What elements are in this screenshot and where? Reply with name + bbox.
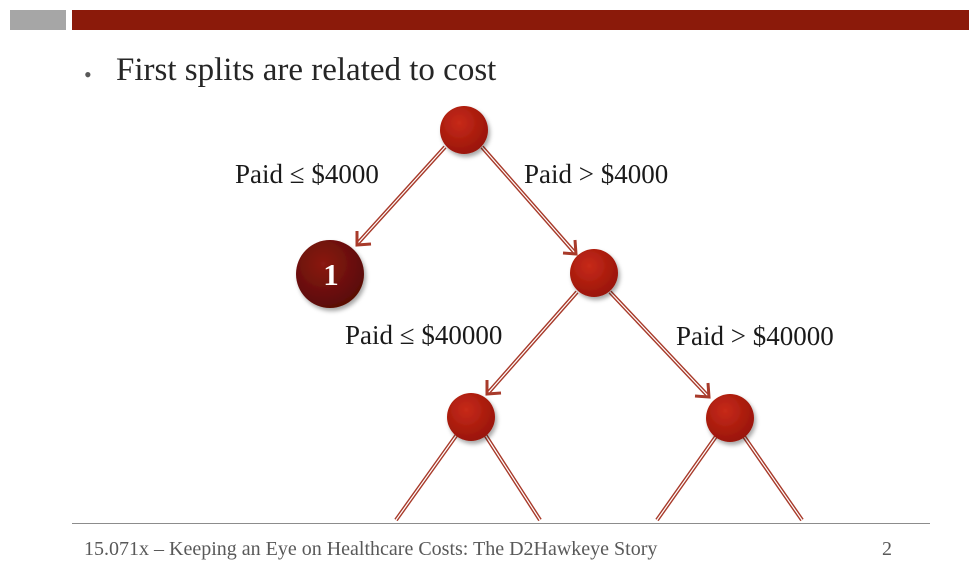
edge-root-left	[355, 145, 447, 247]
footer-text: 15.071x – Keeping an Eye on Healthcare C…	[84, 538, 658, 560]
edge-label-mid-right: Paid > $40000	[676, 321, 834, 351]
edge-label-root-left: Paid ≤ $4000	[235, 159, 379, 189]
edge-rr-right	[741, 433, 804, 522]
edge-ll-right	[482, 431, 542, 522]
edge-rr-left	[655, 433, 719, 522]
bullet-icon: •	[84, 62, 92, 87]
edge-ll-left	[394, 431, 460, 522]
edge-label-root-right: Paid > $4000	[524, 159, 668, 189]
edge-mid-right	[608, 290, 711, 399]
node-lower-left	[447, 393, 495, 441]
node-mid	[570, 249, 618, 297]
leaf-node	[296, 240, 364, 308]
header-accent-gray	[10, 10, 66, 30]
page-number: 2	[882, 538, 892, 560]
leaf-label: 1	[323, 257, 339, 292]
edge-mid-left	[485, 290, 579, 396]
bullet-text: First splits are related to cost	[116, 52, 497, 88]
node-lower-right	[706, 394, 754, 442]
footer-divider	[72, 523, 930, 524]
edge-label-mid-left: Paid ≤ $40000	[345, 320, 502, 350]
node-root	[440, 106, 488, 154]
edge-root-right	[480, 145, 578, 256]
header-bar	[72, 10, 969, 30]
